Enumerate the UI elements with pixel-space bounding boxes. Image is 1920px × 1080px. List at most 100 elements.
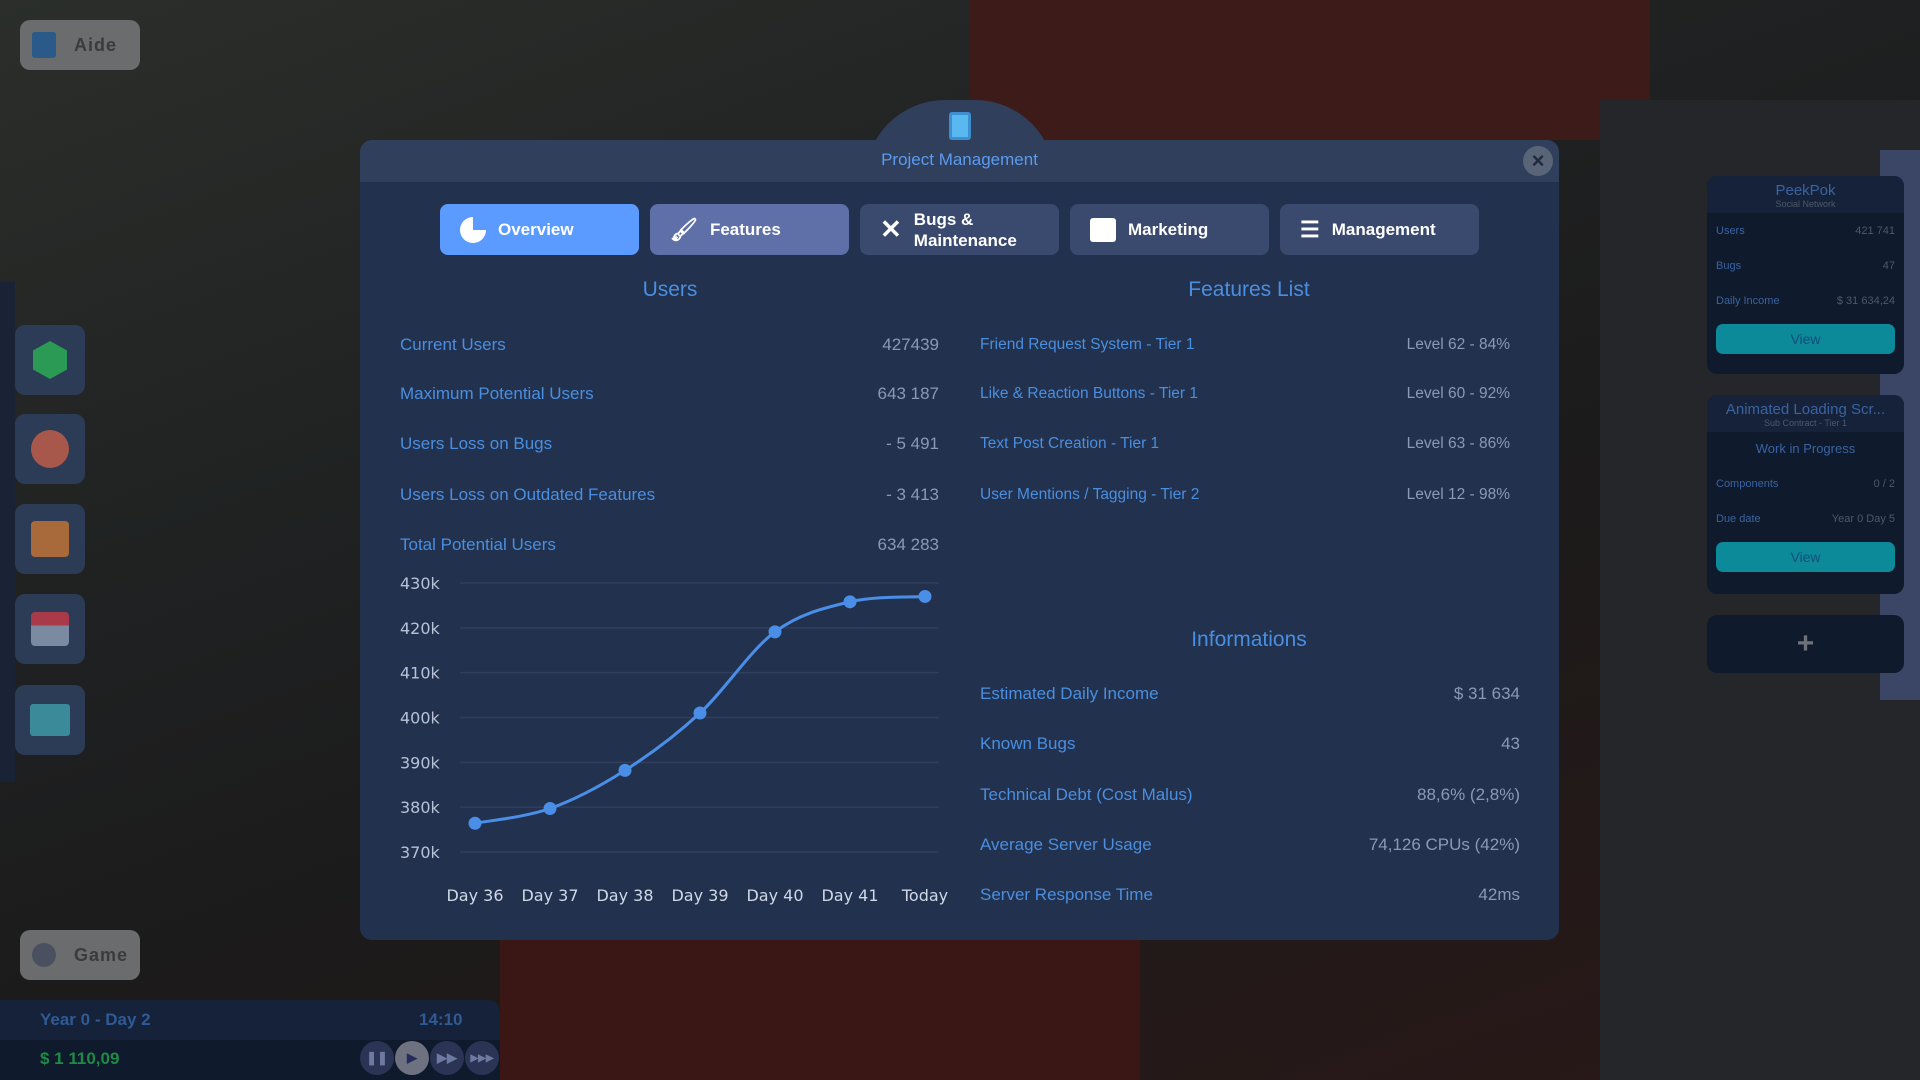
row-label: Text Post Creation - Tier 1 bbox=[980, 435, 1160, 452]
row-label: Maximum Potential Users bbox=[400, 384, 594, 403]
users-row: Current Users 427439 bbox=[400, 333, 939, 357]
data-point bbox=[468, 816, 482, 830]
row-label: Bugs bbox=[1716, 259, 1742, 272]
game-label: Game bbox=[74, 944, 129, 965]
users-chart: 430k 420k 410k 400k 390k 380k 370k Day 36 Day 37… bbox=[400, 574, 948, 905]
row-label: Average Server Usage bbox=[980, 835, 1152, 854]
row-value: Level 12 - 98% bbox=[1406, 486, 1510, 503]
row-value: Level 63 - 86% bbox=[1406, 435, 1510, 452]
contract-status: Work in Progress bbox=[1755, 441, 1856, 456]
project-row-bugs: Bugs 47 bbox=[1707, 248, 1904, 283]
play-button[interactable]: ▶ bbox=[395, 1041, 429, 1075]
row-value: - 3 413 bbox=[886, 485, 939, 504]
users-row: Users Loss on Outdated Features - 3 413 bbox=[400, 483, 939, 507]
project-name: PeekPok bbox=[1775, 182, 1836, 199]
info-row: Known Bugs 43 bbox=[980, 732, 1520, 756]
row-label: Components bbox=[1716, 477, 1779, 490]
fast-forward-button[interactable]: ▶▶ bbox=[430, 1041, 464, 1075]
status-bar: Year 0 - Day 2 14:10 $ 1 110,09 bbox=[0, 1000, 500, 1080]
plus-icon: + bbox=[1796, 627, 1815, 660]
tab-management[interactable]: ☰ Management bbox=[1280, 204, 1479, 255]
tab-label: Bugs & Maintenance bbox=[913, 209, 1017, 250]
row-value: 47 bbox=[1882, 259, 1895, 272]
row-label: Technical Debt (Cost Malus) bbox=[980, 785, 1193, 804]
brick-building bbox=[970, 0, 1650, 140]
tab-marketing[interactable]: Marketing bbox=[1070, 204, 1269, 255]
row-label: Estimated Daily Income bbox=[980, 684, 1159, 703]
character-icon bbox=[31, 430, 69, 468]
contract-type: Sub Contract - Tier 1 bbox=[1763, 418, 1848, 428]
fast-forward-icon: ▶▶ bbox=[437, 1050, 457, 1065]
help-button[interactable]: Aide bbox=[20, 20, 140, 70]
modal-title-bar: Project Management × bbox=[360, 140, 1559, 182]
x-tick-label: Today bbox=[901, 886, 948, 905]
info-row: Technical Debt (Cost Malus) 88,6% (2,8%) bbox=[980, 783, 1520, 807]
tab-features[interactable]: 🖌 Features bbox=[650, 204, 849, 255]
data-point bbox=[768, 625, 782, 639]
contract-row-due: Due date Year 0 Day 5 bbox=[1707, 501, 1904, 536]
sidebar-item-character[interactable] bbox=[15, 414, 85, 484]
x-tick-label: Day 38 bbox=[596, 886, 653, 905]
project-management-modal: Project Management × Overview 🖌 Features … bbox=[360, 140, 1559, 940]
tab-overview[interactable]: Overview bbox=[440, 204, 639, 255]
sidebar-strip bbox=[0, 282, 15, 782]
info-row: Server Response Time 42ms bbox=[980, 883, 1520, 907]
fastest-forward-button[interactable]: ▶▶▶ bbox=[465, 1041, 499, 1075]
box-icon bbox=[31, 521, 69, 557]
project-view-button[interactable]: View bbox=[1716, 324, 1895, 354]
contract-view-button[interactable]: View bbox=[1716, 542, 1895, 572]
sidebar-item-map[interactable] bbox=[15, 685, 85, 755]
game-time: 14:10 bbox=[419, 1010, 463, 1029]
tab-label: Features bbox=[709, 220, 781, 239]
gear-icon bbox=[32, 943, 56, 967]
row-label: Server Response Time bbox=[980, 885, 1153, 904]
y-tick-label: 400k bbox=[400, 709, 441, 728]
users-heading: Users bbox=[642, 278, 698, 301]
features-row: Like & Reaction Buttons - Tier 1 Level 60… bbox=[980, 382, 1510, 406]
close-button[interactable]: × bbox=[1523, 146, 1553, 176]
shop-icon bbox=[31, 612, 69, 646]
features-row: User Mentions / Tagging - Tier 2 Level 12… bbox=[980, 483, 1510, 507]
x-tick-label: Day 39 bbox=[671, 886, 728, 905]
row-value: Level 60 - 92% bbox=[1406, 385, 1510, 402]
row-value: 643 187 bbox=[877, 384, 939, 403]
sidebar-item-hexagon[interactable] bbox=[15, 325, 85, 395]
x-tick-label: Day 40 bbox=[746, 886, 803, 905]
row-label: Like & Reaction Buttons - Tier 1 bbox=[980, 385, 1198, 402]
add-project-button[interactable]: + bbox=[1707, 615, 1904, 673]
row-value: 42ms bbox=[1478, 885, 1520, 904]
sidebar-item-shop[interactable] bbox=[15, 594, 85, 664]
y-tick-label: 430k bbox=[400, 574, 441, 593]
x-tick-label: Day 37 bbox=[521, 886, 578, 905]
row-label: User Mentions / Tagging - Tier 2 bbox=[980, 486, 1200, 503]
y-tick-label: 370k bbox=[400, 843, 441, 862]
pause-icon: ❚❚ bbox=[366, 1050, 388, 1065]
x-tick-label: Day 41 bbox=[821, 886, 878, 905]
project-row-income: Daily Income $ 31 634,24 bbox=[1707, 283, 1904, 318]
fastest-forward-icon: ▶▶▶ bbox=[470, 1052, 494, 1064]
close-icon: × bbox=[1531, 148, 1545, 173]
game-menu-button[interactable]: Game bbox=[20, 930, 140, 980]
row-label: Friend Request System - Tier 1 bbox=[980, 336, 1195, 353]
brick-plaza bbox=[500, 940, 1140, 1080]
y-tick-label: 420k bbox=[400, 619, 441, 638]
info-row: Average Server Usage 74,126 CPUs (42%) bbox=[980, 833, 1520, 857]
row-label: Users Loss on Outdated Features bbox=[400, 485, 656, 504]
pause-button[interactable]: ❚❚ bbox=[360, 1041, 394, 1075]
project-row-users: Users 421 741 bbox=[1707, 213, 1904, 248]
row-value: Year 0 Day 5 bbox=[1831, 512, 1895, 525]
data-point bbox=[618, 763, 632, 777]
sidebar-item-box[interactable] bbox=[15, 504, 85, 574]
y-tick-label: 380k bbox=[400, 798, 441, 817]
users-row: Users Loss on Bugs - 5 491 bbox=[400, 432, 939, 456]
data-point bbox=[693, 706, 707, 720]
data-point bbox=[543, 802, 557, 816]
row-value: 634 283 bbox=[877, 535, 939, 554]
features-row: Friend Request System - Tier 1 Level 62 -… bbox=[980, 333, 1510, 357]
play-icon: ▶ bbox=[407, 1050, 417, 1065]
tab-label: Management bbox=[1331, 220, 1436, 239]
row-value: 74,126 CPUs (42%) bbox=[1368, 835, 1520, 854]
y-tick-label: 410k bbox=[400, 664, 441, 683]
tab-bugs-maintenance[interactable]: ✕ Bugs & Maintenance bbox=[860, 204, 1059, 255]
row-label: Users bbox=[1716, 224, 1745, 237]
